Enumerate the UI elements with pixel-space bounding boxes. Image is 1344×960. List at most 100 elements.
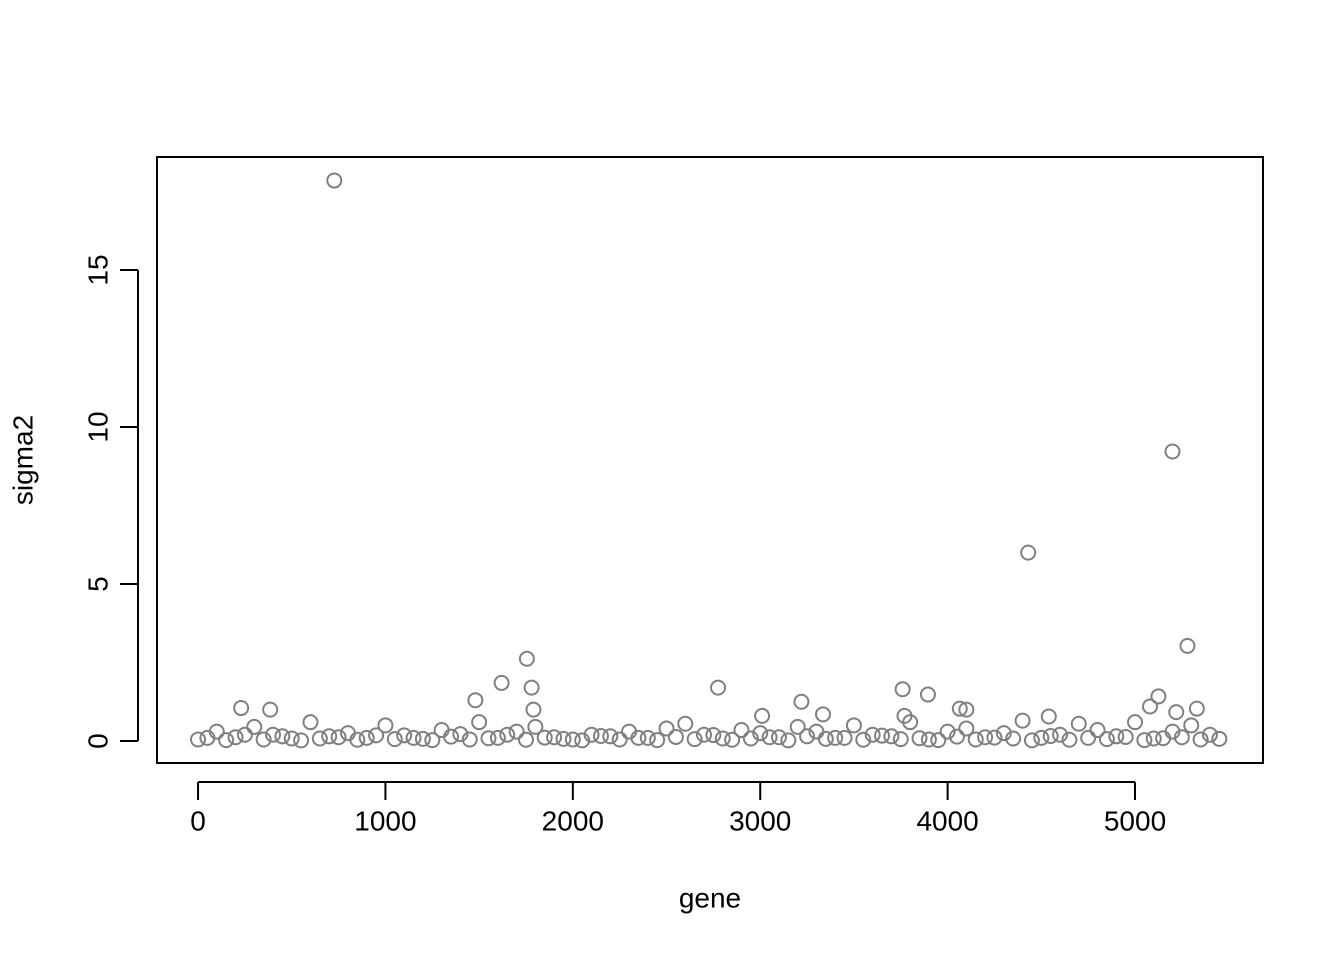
point [564, 731, 581, 748]
point [461, 731, 478, 748]
point [489, 729, 506, 746]
point [958, 720, 975, 737]
x-tick-label: 4000 [916, 805, 978, 836]
point [264, 726, 281, 743]
point [602, 728, 619, 745]
point [523, 679, 540, 696]
point [480, 730, 497, 747]
point [836, 729, 853, 746]
point [386, 731, 403, 748]
point [1042, 727, 1059, 744]
point [236, 726, 253, 743]
point [424, 732, 441, 749]
point [611, 731, 628, 748]
point [1188, 700, 1205, 717]
point [592, 727, 609, 744]
point [1117, 728, 1134, 745]
point [1023, 732, 1040, 749]
point [349, 731, 366, 748]
point [986, 729, 1003, 746]
point [930, 732, 947, 749]
point [274, 728, 291, 745]
point [752, 725, 769, 742]
point [321, 728, 338, 745]
point [255, 731, 272, 748]
point [330, 729, 347, 746]
point [218, 732, 235, 749]
point [1145, 730, 1162, 747]
point [1142, 698, 1159, 715]
point [452, 726, 469, 743]
point [414, 730, 431, 747]
y-tick-label: 10 [82, 411, 113, 442]
point [1020, 544, 1037, 561]
point [896, 707, 913, 724]
point [208, 723, 225, 740]
point [770, 729, 787, 746]
point [892, 731, 909, 748]
point [293, 732, 310, 749]
point [443, 728, 460, 745]
point [302, 714, 319, 731]
point [780, 732, 797, 749]
point [518, 650, 535, 667]
point [1033, 729, 1050, 746]
point [233, 700, 250, 717]
point [517, 731, 534, 748]
point [262, 701, 279, 718]
point [358, 729, 375, 746]
point [471, 714, 488, 731]
point [227, 729, 244, 746]
point [667, 728, 684, 745]
point [958, 701, 975, 718]
point [817, 730, 834, 747]
point [658, 720, 675, 737]
point [527, 718, 544, 735]
point [967, 731, 984, 748]
point [405, 729, 422, 746]
point [883, 728, 900, 745]
point [761, 729, 778, 746]
x-tick-label: 1000 [354, 805, 416, 836]
point [677, 715, 694, 732]
point [754, 707, 771, 724]
point [1150, 688, 1167, 705]
point [536, 729, 553, 746]
point [467, 692, 484, 709]
point [326, 172, 343, 189]
point [1108, 728, 1125, 745]
point [939, 723, 956, 740]
point [789, 718, 806, 735]
point [845, 717, 862, 734]
point [283, 730, 300, 747]
point [546, 729, 563, 746]
point [696, 726, 713, 743]
y-tick-label: 0 [82, 733, 113, 749]
point [583, 726, 600, 743]
point [705, 727, 722, 744]
point [951, 700, 968, 717]
point [686, 731, 703, 748]
x-tick-label: 5000 [1104, 805, 1166, 836]
point [724, 731, 741, 748]
point [874, 727, 891, 744]
point [1183, 717, 1200, 734]
point [1164, 443, 1181, 460]
point [814, 706, 831, 723]
point [1014, 712, 1031, 729]
point [639, 729, 656, 746]
point [1052, 726, 1069, 743]
point [1168, 704, 1185, 721]
x-tick-label: 0 [190, 805, 206, 836]
point [793, 693, 810, 710]
point [1127, 714, 1144, 731]
x-tick-label: 2000 [542, 805, 604, 836]
point [190, 731, 207, 748]
y-axis-label: sigma2 [7, 415, 38, 505]
point [1173, 729, 1190, 746]
point [733, 722, 750, 739]
point [1061, 731, 1078, 748]
point [246, 718, 263, 735]
point [855, 731, 872, 748]
